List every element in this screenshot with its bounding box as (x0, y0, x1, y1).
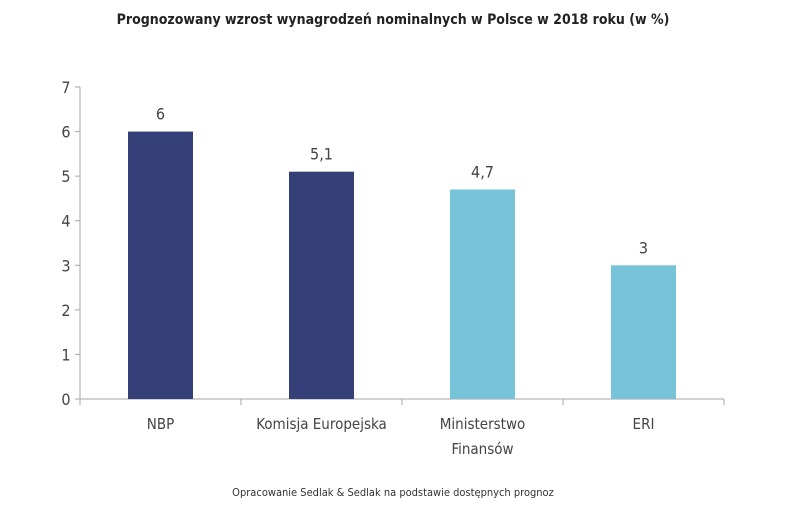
bar (289, 171, 354, 399)
bar (128, 131, 193, 400)
source-note: Opracowanie Sedlak & Sedlak na podstawie… (232, 486, 554, 499)
y-tick-label: 7 (61, 78, 70, 97)
x-tick-label: NBP (147, 415, 175, 433)
y-tick-label: 5 (61, 167, 70, 186)
data-label: 6 (156, 105, 165, 124)
y-tick-label: 1 (61, 345, 70, 364)
data-label: 3 (639, 238, 648, 257)
y-tick-label: 6 (61, 123, 70, 142)
bar (450, 189, 515, 399)
y-tick-label: 3 (61, 256, 70, 275)
y-tick-label: 2 (61, 301, 70, 320)
x-tick-label: Komisja Europejska (256, 415, 387, 433)
y-tick-label: 4 (61, 212, 70, 231)
data-label: 5,1 (310, 145, 333, 164)
x-tick-label: Ministerstwo (440, 415, 525, 433)
chart-title: Prognozowany wzrost wynagrodzeń nominaln… (117, 12, 670, 28)
x-tick-label: ERI (633, 415, 655, 433)
y-tick-label: 0 (61, 390, 70, 409)
x-tick-label: Finansów (451, 440, 513, 458)
data-label: 4,7 (471, 163, 494, 182)
bar (611, 265, 676, 399)
